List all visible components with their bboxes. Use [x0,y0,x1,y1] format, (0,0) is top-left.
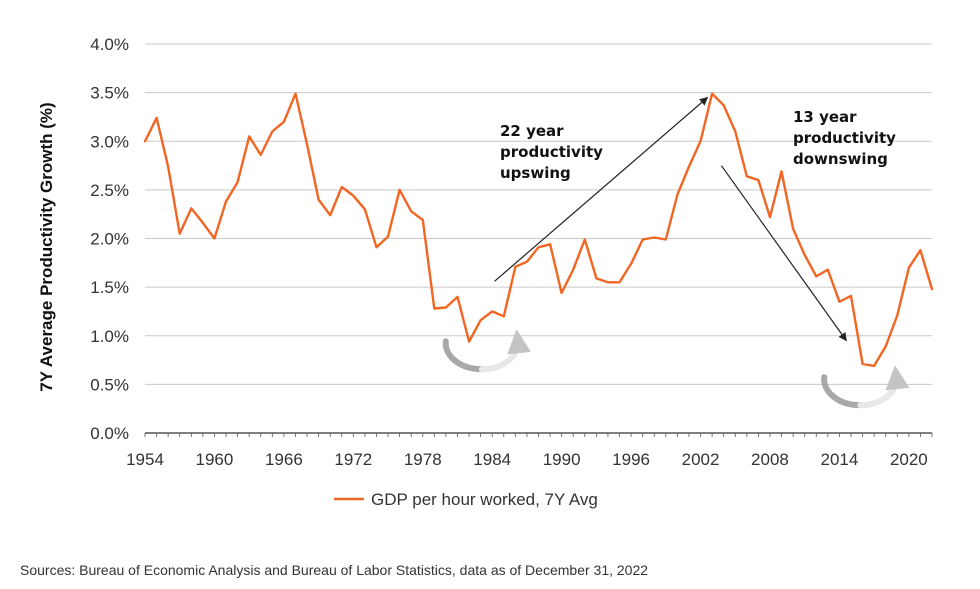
y-tick-label: 1.5% [90,278,129,297]
annotation-text: 22 year [500,122,564,140]
cycle-markers [442,329,910,409]
x-tick-label: 2008 [751,450,789,469]
x-tick-label: 1996 [612,450,650,469]
y-tick-label: 1.0% [90,327,129,346]
x-tick-label: 1972 [334,450,372,469]
cycle-arc-right [857,365,910,409]
annotation-arrow [720,165,847,342]
annotation-text: productivity [500,143,603,161]
y-tick-label: 4.0% [90,35,129,54]
annotation-text: productivity [793,129,896,147]
x-tick-label: 2002 [682,450,720,469]
y-tick-label: 0.5% [90,375,129,394]
x-tick-label: 2014 [820,450,858,469]
legend: GDP per hour worked, 7Y Avg [334,490,598,509]
cycle-arc-left [821,374,864,409]
x-tick-label: 1984 [473,450,511,469]
annotation-text: upswing [500,164,571,182]
x-tick-label: 1954 [126,450,164,469]
y-tick-labels: 0.0% 0.5% 1.0% 1.5% 2.0% 2.5% 3.0% 3.5% 4.0% [90,35,129,443]
y-axis-label: 7Y Average Productivity Growth (%) [37,102,56,391]
x-tick-label: 1978 [404,450,442,469]
y-tick-label: 3.0% [90,132,129,151]
y-tick-label: 2.5% [90,181,129,200]
y-tick-label: 0.0% [90,424,129,443]
annotations: 22 year productivity upswing 13 year product… [494,96,896,342]
x-tick-label: 1990 [543,450,581,469]
annotation-text: downswing [793,150,888,168]
legend-label: GDP per hour worked, 7Y Avg [371,490,598,509]
series-layer [143,92,934,368]
gridlines [145,43,932,434]
y-tick-label: 3.5% [90,84,129,103]
x-tick-label: 1960 [196,450,234,469]
source-note: Sources: Bureau of Economic Analysis and… [20,562,649,578]
series-line-0 [143,92,934,368]
cycle-arc-right [478,329,531,373]
x-tick-label: 2020 [890,450,928,469]
x-tick-label: 1966 [265,450,303,469]
cycle-arc-left [442,338,485,373]
y-tick-label: 2.0% [90,230,129,249]
annotation-arrow [494,96,709,282]
x-tick-labels: 1954 1960 1966 1972 1978 1984 1990 1996 2002 2008… [126,433,933,469]
annotation-text: 13 year [793,108,857,126]
